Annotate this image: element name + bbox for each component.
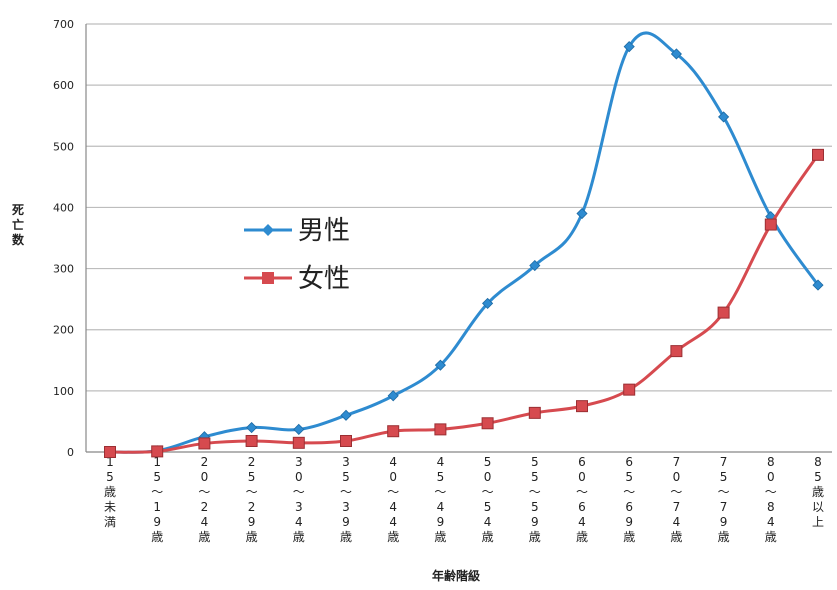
data-point — [812, 279, 824, 291]
grid-lines — [85, 23, 832, 453]
data-point — [717, 306, 730, 319]
y-tick-label: 200 — [53, 324, 74, 337]
data-point — [718, 111, 730, 123]
data-point — [246, 421, 258, 434]
x-tick-label: 3 0 〜 3 4 歳 — [293, 455, 305, 544]
x-tick-label: 2 5 〜 2 9 歳 — [246, 455, 258, 544]
x-tick-label: 4 5 〜 4 9 歳 — [434, 455, 446, 544]
x-tick-labels: 1 5 歳未満 1 5 〜 1 9 歳 2 0 〜 2 4 歳 2 5 〜 2 9 歳 3 0 〜 3 4 歳 3 5 〜 3 9 歳 4 0 〜 4 4… — [104, 455, 824, 544]
data-point — [340, 434, 352, 447]
x-tick-label: 5 0 〜 5 4 歳 — [482, 455, 494, 544]
y-tick-labels: 0 100 200 300 400 500 600 700 — [53, 18, 74, 459]
x-tick-label: 2 0 〜 2 4 歳 — [198, 455, 210, 544]
data-point — [529, 259, 541, 272]
x-tick-label: 7 0 〜 7 4 歳 — [670, 455, 682, 544]
data-point — [434, 359, 446, 371]
data-point — [576, 400, 588, 413]
data-point — [340, 409, 352, 421]
legend-label: 女性 — [298, 264, 350, 294]
data-point — [198, 437, 211, 450]
x-tick-label: 7 5 〜 7 9 歳 — [718, 455, 730, 544]
x-tick-label: 1 5 〜 1 9 歳 — [151, 455, 163, 544]
y-tick-label: 500 — [53, 140, 74, 153]
data-point — [623, 383, 636, 396]
x-tick-label: 6 0 〜 6 4 歳 — [576, 455, 588, 544]
y-tick-label: 400 — [53, 201, 74, 214]
legend-marker — [262, 224, 274, 236]
data-point — [670, 48, 682, 60]
data-point — [434, 423, 447, 436]
legend-label: 男性 — [298, 216, 350, 246]
y-tick-label: 0 — [67, 446, 74, 459]
x-tick-label: 4 0 〜 4 4 歳 — [387, 455, 399, 544]
series-male — [104, 31, 824, 458]
data-point — [764, 218, 777, 231]
data-point — [670, 345, 683, 358]
data-point — [481, 417, 494, 430]
x-tick-label: 8 5 歳以上 — [812, 455, 824, 529]
data-point — [151, 445, 164, 458]
y-tick-label: 700 — [53, 18, 74, 31]
x-tick-label: 6 5 〜 6 9 歳 — [623, 455, 635, 544]
y-axis-label: 死亡数 — [12, 203, 25, 247]
data-point — [623, 41, 635, 53]
data-point — [292, 436, 305, 449]
legend-item: 男性 — [244, 216, 350, 246]
data-point — [576, 207, 588, 220]
x-tick-label: 8 0 〜 8 4 歳 — [765, 455, 777, 544]
data-point — [482, 297, 494, 309]
data-point — [293, 423, 305, 435]
data-point — [812, 148, 824, 161]
data-point — [245, 434, 258, 447]
series-line — [109, 154, 820, 454]
data-point — [387, 390, 399, 402]
series-line — [109, 31, 820, 454]
legend-marker — [262, 272, 274, 284]
y-tick-label: 600 — [53, 79, 74, 92]
x-axis-label: 年齢階級 — [432, 568, 480, 583]
data-point — [104, 446, 116, 458]
data-point — [528, 406, 541, 419]
y-tick-label: 300 — [53, 263, 74, 276]
series-group — [104, 31, 824, 458]
y-tick-label: 100 — [53, 385, 74, 398]
data-point — [387, 425, 400, 438]
x-tick-label: 1 5 歳未満 — [104, 455, 116, 529]
series-female — [104, 148, 824, 458]
legend-item: 女性 — [244, 264, 350, 294]
x-tick-label: 3 5 〜 3 9 歳 — [340, 455, 352, 544]
x-tick-label: 5 5 〜 5 9 歳 — [529, 455, 541, 544]
